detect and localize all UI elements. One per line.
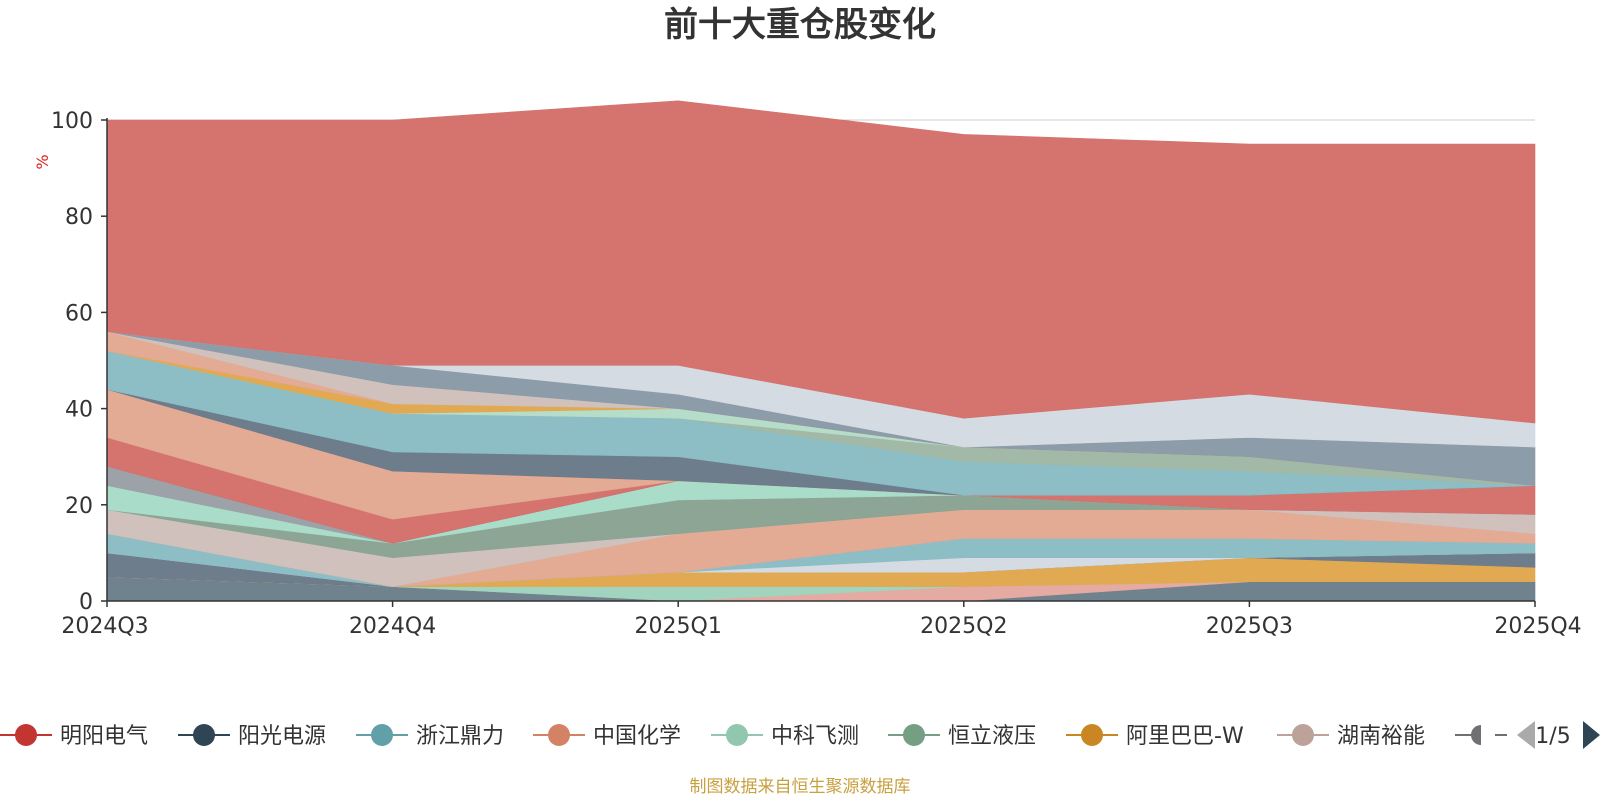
legend-item[interactable]: 中国化学 [533, 724, 681, 749]
y-axis-unit: % [33, 154, 52, 169]
legend-marker [1292, 724, 1314, 746]
legend-item[interactable]: 中科飞测 [711, 724, 859, 749]
y-tick-label: 100 [51, 109, 93, 134]
legend-label: 阳光电源 [238, 724, 326, 749]
legend-marker [903, 724, 925, 746]
legend-item[interactable]: 阿里巴巴-W [1066, 724, 1244, 749]
legend-item[interactable]: 浙江鼎力 [356, 724, 504, 749]
legend-item[interactable]: 湖南裕能 [1277, 724, 1425, 749]
legend[interactable]: 明阳电气 阳光电源 浙江鼎力 中国化学 中科飞测 恒立液压 阿里巴巴-W 湖南裕能 1/5 [0, 721, 1600, 749]
x-tick-label: 2025Q1 [635, 614, 722, 639]
legend-label: 恒立液压 [948, 724, 1036, 749]
x-tick-label: 2025Q2 [920, 614, 1007, 639]
y-tick-label: 80 [65, 205, 93, 230]
pager-text: 1/5 [1535, 724, 1570, 749]
legend-clip-mask [1481, 723, 1495, 747]
pager-next-icon[interactable] [1583, 721, 1600, 749]
legend-item[interactable]: 明阳电气 [0, 724, 148, 749]
legend-marker [371, 724, 393, 746]
legend-label: 阿里巴巴-W [1126, 724, 1244, 749]
y-tick-label: 40 [65, 398, 93, 423]
x-tick-label: 2024Q4 [349, 614, 436, 639]
area-明阳电气_2 [106, 100, 1536, 424]
legend-marker [548, 724, 570, 746]
pager-prev-icon[interactable] [1517, 721, 1535, 749]
legend-label: 明阳电气 [60, 724, 148, 749]
y-tick-label: 60 [65, 301, 93, 326]
axes: 2024Q3 2024Q4 2025Q1 2025Q2 2025Q3 2025Q4 [61, 118, 1582, 639]
legend-item[interactable]: 阳光电源 [178, 724, 326, 749]
legend-marker [1081, 724, 1103, 746]
legend-marker [193, 724, 215, 746]
x-tick-label: 2025Q4 [1494, 614, 1581, 639]
legend-pager[interactable]: 1/5 [1517, 721, 1600, 749]
legend-marker [15, 724, 37, 746]
legend-item[interactable] [1455, 723, 1507, 747]
data-source-note: 制图数据来自恒生聚源数据库 [690, 777, 911, 797]
legend-label: 湖南裕能 [1337, 724, 1425, 749]
legend-marker [726, 724, 748, 746]
legend-label: 中国化学 [593, 724, 681, 749]
x-tick-label: 2024Q3 [61, 614, 148, 639]
x-tick-label: 2025Q3 [1206, 614, 1293, 639]
legend-label: 中科飞测 [771, 724, 859, 749]
y-tick-label: 0 [79, 590, 93, 615]
legend-label: 浙江鼎力 [416, 724, 504, 749]
chart-title: 前十大重仓股变化 [664, 5, 936, 45]
legend-item[interactable]: 恒立液压 [888, 724, 1036, 749]
y-tick-label: 20 [65, 494, 93, 519]
area-series [106, 100, 1536, 602]
